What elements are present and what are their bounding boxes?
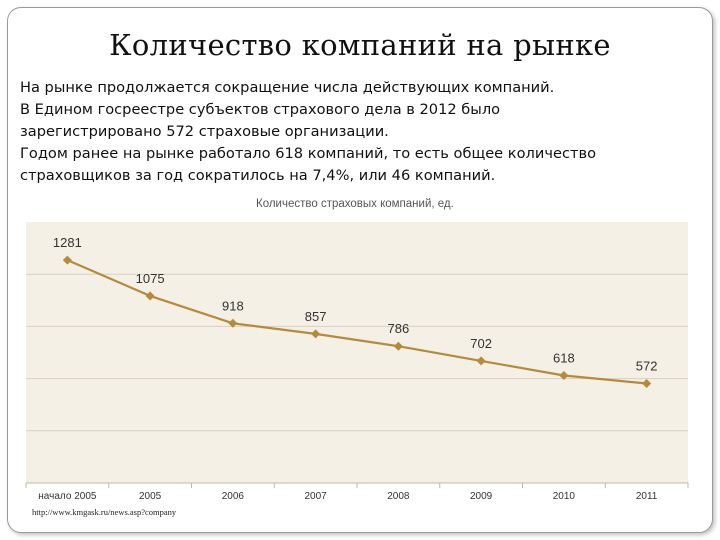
plot-area	[26, 222, 688, 483]
data-point	[559, 370, 569, 380]
data-point	[642, 378, 652, 388]
data-label: 918	[222, 298, 244, 313]
data-point	[62, 255, 72, 265]
data-point	[145, 291, 155, 301]
series-line	[66, 259, 647, 385]
x-tick-label: 2009	[470, 491, 493, 502]
paragraph-line: В Едином госреестре субъектов страхового…	[20, 101, 501, 118]
data-point	[228, 318, 238, 328]
x-tick-label: 2010	[553, 491, 576, 502]
data-label: 572	[636, 358, 658, 373]
body-paragraph: На рынке продолжается сокращение числа д…	[20, 77, 700, 187]
x-tick-label: 2007	[305, 491, 328, 502]
data-label: 618	[553, 350, 575, 365]
paragraph-line: Годом ранее на рынке работало 618 компан…	[20, 145, 597, 162]
paragraph-line: На рынке продолжается сокращение числа д…	[20, 79, 555, 96]
chart-title: Количество страховых компаний, ед.	[256, 198, 454, 210]
x-tick-label: 2006	[222, 491, 245, 502]
paragraph-line: зарегистрировано 572 страховые организац…	[20, 123, 389, 140]
slide-title: Количество компаний на рынке	[109, 28, 611, 62]
x-tick-label: начало 2005	[38, 491, 97, 502]
data-label: 1075	[136, 271, 165, 286]
x-tick-label: 2011	[636, 491, 658, 502]
data-label: 857	[305, 309, 327, 324]
x-tick-label: 2005	[139, 491, 162, 502]
data-label: 1281	[53, 235, 82, 250]
paragraph-line: страховщиков за год сократилось на 7,4%,…	[20, 167, 496, 184]
data-label: 786	[388, 321, 410, 336]
source-link[interactable]: http://www.kmgask.ru/news.asp?company	[32, 507, 177, 517]
data-label: 702	[470, 336, 492, 351]
x-tick-label: 2008	[387, 491, 410, 502]
